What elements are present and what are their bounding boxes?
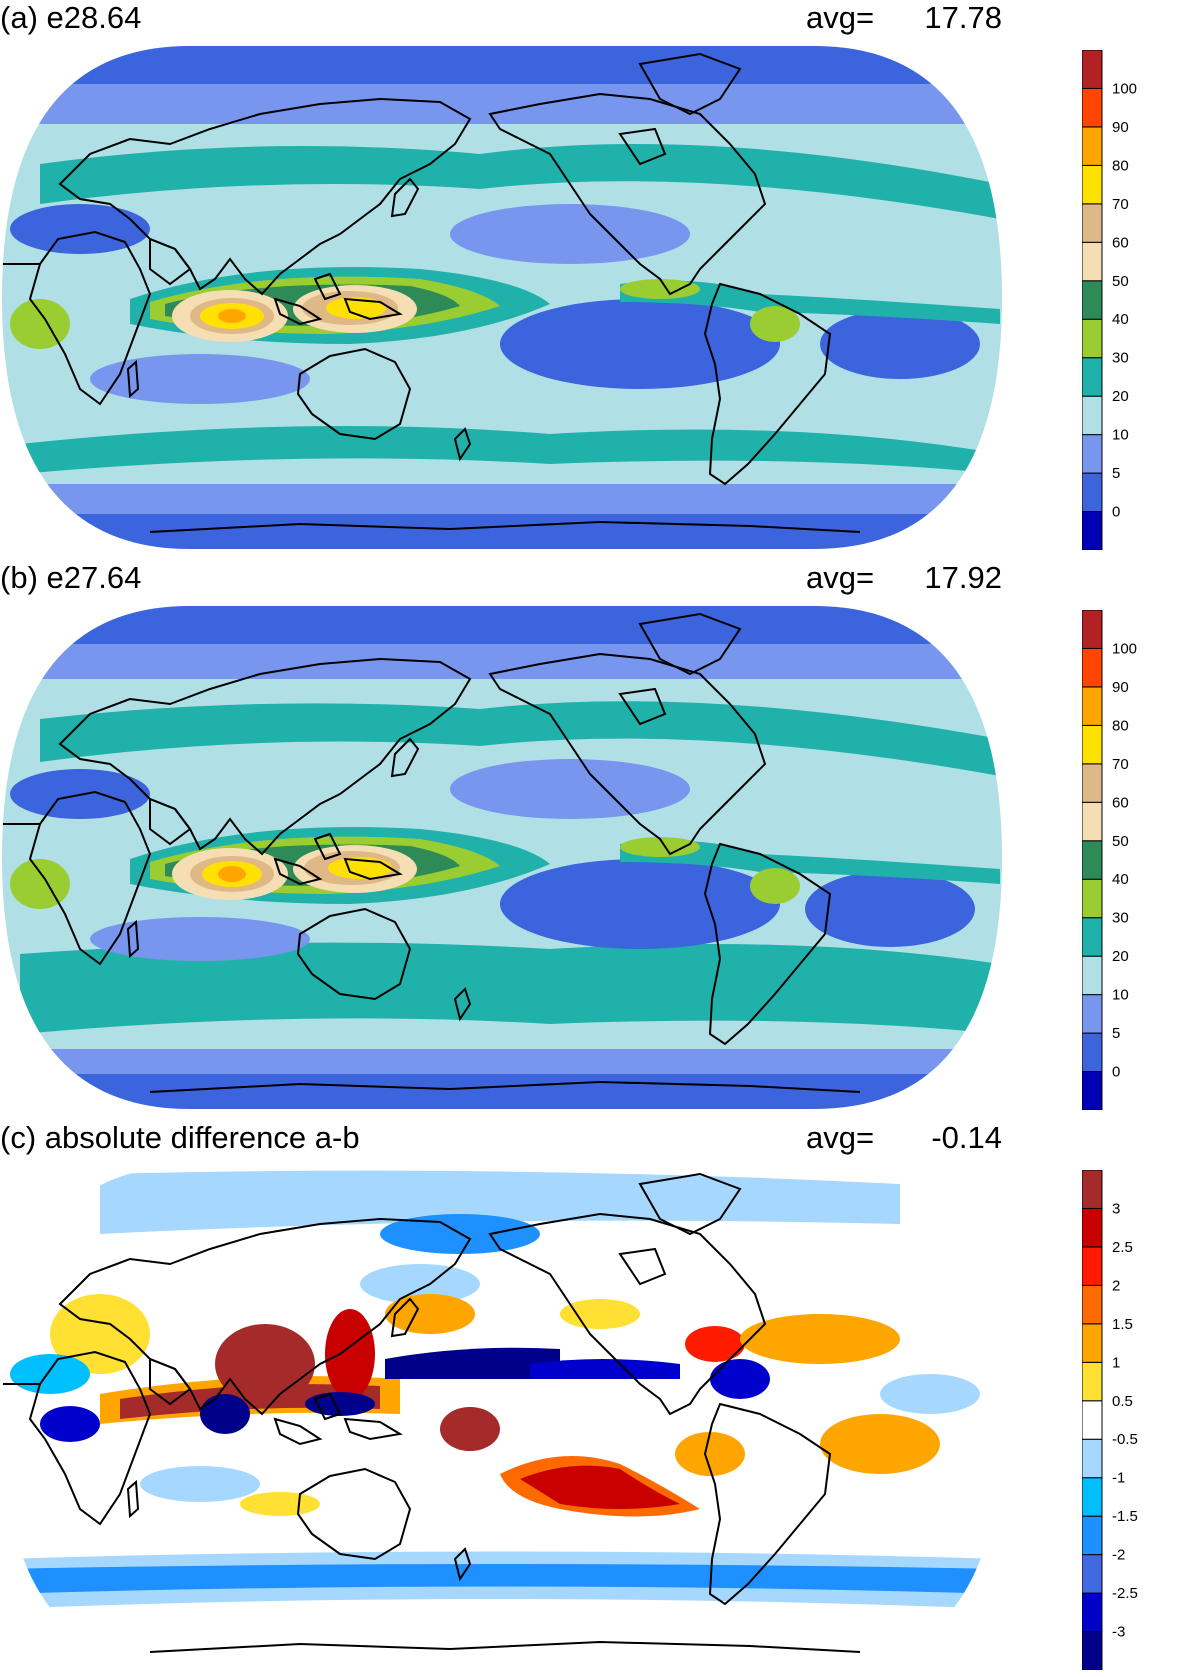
colorbar-swatch bbox=[1082, 1246, 1103, 1286]
colorbar-tick-label: 70 bbox=[1112, 756, 1129, 773]
colorbar-tick-label: 20 bbox=[1112, 388, 1129, 405]
colorbar-swatch bbox=[1082, 1284, 1103, 1325]
avg-value: -0.14 bbox=[931, 1120, 1002, 1155]
avg-label: avg= bbox=[806, 0, 875, 35]
colorbar-swatch bbox=[1082, 395, 1103, 436]
colorbar-swatch bbox=[1082, 511, 1103, 550]
panel-c: (c) absolute difference a-b avg= -0.14 bbox=[0, 1120, 1189, 1677]
colorbar-swatch bbox=[1082, 994, 1103, 1034]
colorbar-swatch bbox=[1082, 1400, 1103, 1440]
colorbar-tick-label: 30 bbox=[1112, 910, 1129, 927]
colorbar-swatch bbox=[1082, 87, 1103, 128]
colorbar-labels: 0 5 10 20 30 40 50 60 70 80 90 100 bbox=[1112, 640, 1137, 1080]
colorbar-tick-label: 3 bbox=[1112, 1200, 1120, 1217]
colorbar-swatch bbox=[1082, 1032, 1103, 1073]
colorbar-swatch bbox=[1082, 1631, 1103, 1670]
colorbar: 0 5 10 20 30 40 50 60 70 80 90 100 bbox=[1082, 50, 1137, 550]
colorbar-tick-label: 100 bbox=[1112, 640, 1137, 657]
panel-title: (a) e28.64 bbox=[0, 0, 142, 35]
colorbar-swatch bbox=[1082, 1592, 1103, 1633]
precip-map bbox=[2, 46, 1002, 549]
colorbar-swatch bbox=[1082, 610, 1103, 649]
colorbar-swatch bbox=[1082, 1438, 1103, 1479]
colorbar-swatch bbox=[1082, 647, 1103, 688]
colorbar-tick-label: 90 bbox=[1112, 119, 1129, 136]
colorbar-swatch bbox=[1082, 1361, 1103, 1402]
colorbar-tick-label: 10 bbox=[1112, 427, 1129, 444]
colorbar-tick-label: 20 bbox=[1112, 948, 1129, 965]
colorbar-swatch bbox=[1082, 241, 1103, 282]
colorbar-tick-label: 0 bbox=[1112, 1064, 1120, 1081]
colorbar-tick-label: 90 bbox=[1112, 679, 1129, 696]
colorbar-tick-label: 60 bbox=[1112, 234, 1129, 251]
colorbar-swatch bbox=[1082, 1170, 1103, 1209]
colorbar-tick-label: 50 bbox=[1112, 833, 1129, 850]
colorbar-tick-label: 100 bbox=[1112, 80, 1137, 97]
colorbar-swatch bbox=[1082, 1207, 1103, 1248]
colorbar-tick-label: 0 bbox=[1112, 504, 1120, 521]
colorbar-swatch bbox=[1082, 840, 1103, 880]
colorbar-tick-label: -0.5 bbox=[1112, 1431, 1138, 1448]
colorbar-tick-label: -2 bbox=[1112, 1547, 1125, 1564]
colorbar-tick-label: 10 bbox=[1112, 987, 1129, 1004]
colorbar-swatch bbox=[1082, 878, 1103, 919]
colorbar-tick-label: 30 bbox=[1112, 350, 1129, 367]
avg-label: avg= bbox=[806, 560, 875, 595]
colorbar-tick-label: 5 bbox=[1112, 465, 1120, 482]
colorbar-tick-label: 5 bbox=[1112, 1025, 1120, 1042]
colorbar-swatch bbox=[1082, 280, 1103, 320]
colorbar-swatch bbox=[1082, 434, 1103, 474]
colorbar-tick-label: 1.5 bbox=[1112, 1316, 1133, 1333]
colorbar-swatch bbox=[1082, 763, 1103, 803]
panel-b: (b) e27.64 avg= 17.92 bbox=[0, 560, 1189, 1120]
colorbar-tick-label: 2 bbox=[1112, 1277, 1120, 1294]
colorbar-tick-label: -2.5 bbox=[1112, 1585, 1138, 1602]
colorbar-swatches bbox=[1082, 50, 1103, 550]
colorbar-tick-label: 50 bbox=[1112, 273, 1129, 290]
colorbar-swatch bbox=[1082, 801, 1103, 842]
colorbar-swatch bbox=[1082, 318, 1103, 359]
avg-label: avg= bbox=[806, 1120, 875, 1155]
avg-value: 17.92 bbox=[924, 560, 1002, 595]
precip-map bbox=[2, 606, 1002, 1109]
colorbar-tick-label: 40 bbox=[1112, 311, 1129, 328]
colorbar-tick-label: -1.5 bbox=[1112, 1508, 1138, 1525]
colorbar-swatch bbox=[1082, 686, 1103, 726]
colorbar-swatch bbox=[1082, 955, 1103, 996]
colorbar-swatch bbox=[1082, 1477, 1103, 1517]
colorbar-tick-label: -3 bbox=[1112, 1624, 1125, 1641]
panel-a: (a) e28.64 avg= 17.78 bbox=[0, 0, 1189, 560]
colorbar-swatch bbox=[1082, 1323, 1103, 1363]
difference-map bbox=[2, 1166, 1002, 1669]
colorbar-swatch bbox=[1082, 203, 1103, 243]
colorbar-swatch bbox=[1082, 472, 1103, 513]
colorbar: -3 -2.5 -2 -1.5 -1 -0.5 0.5 1 1.5 2 2.5 3 bbox=[1082, 1170, 1138, 1670]
colorbar-tick-label: 80 bbox=[1112, 717, 1129, 734]
avg-value: 17.78 bbox=[924, 0, 1002, 35]
colorbar-swatch bbox=[1082, 50, 1103, 89]
colorbar-swatch bbox=[1082, 126, 1103, 166]
colorbar-labels: 0 5 10 20 30 40 50 60 70 80 90 100 bbox=[1112, 80, 1137, 520]
colorbar-labels: -3 -2.5 -2 -1.5 -1 -0.5 0.5 1 1.5 2 2.5 3 bbox=[1112, 1200, 1138, 1640]
colorbar-swatch bbox=[1082, 1554, 1103, 1594]
colorbar-tick-label: 70 bbox=[1112, 196, 1129, 213]
colorbar-tick-label: 40 bbox=[1112, 871, 1129, 888]
panel-title: (c) absolute difference a-b bbox=[0, 1120, 360, 1155]
colorbar-tick-label: -1 bbox=[1112, 1470, 1125, 1487]
colorbar-swatch bbox=[1082, 724, 1103, 765]
panel-title: (b) e27.64 bbox=[0, 560, 142, 595]
colorbar: 0 5 10 20 30 40 50 60 70 80 90 100 bbox=[1082, 610, 1137, 1110]
colorbar-swatches bbox=[1082, 610, 1103, 1110]
colorbar-swatches bbox=[1082, 1170, 1103, 1670]
colorbar-swatch bbox=[1082, 357, 1103, 397]
colorbar-tick-label: 80 bbox=[1112, 157, 1129, 174]
colorbar-swatch bbox=[1082, 917, 1103, 957]
colorbar-tick-label: 2.5 bbox=[1112, 1239, 1133, 1256]
colorbar-tick-label: 60 bbox=[1112, 794, 1129, 811]
colorbar-swatch bbox=[1082, 1071, 1103, 1110]
colorbar-tick-label: 0.5 bbox=[1112, 1393, 1133, 1410]
colorbar-tick-label: 1 bbox=[1112, 1354, 1120, 1371]
colorbar-swatch bbox=[1082, 1515, 1103, 1556]
colorbar-swatch bbox=[1082, 164, 1103, 205]
